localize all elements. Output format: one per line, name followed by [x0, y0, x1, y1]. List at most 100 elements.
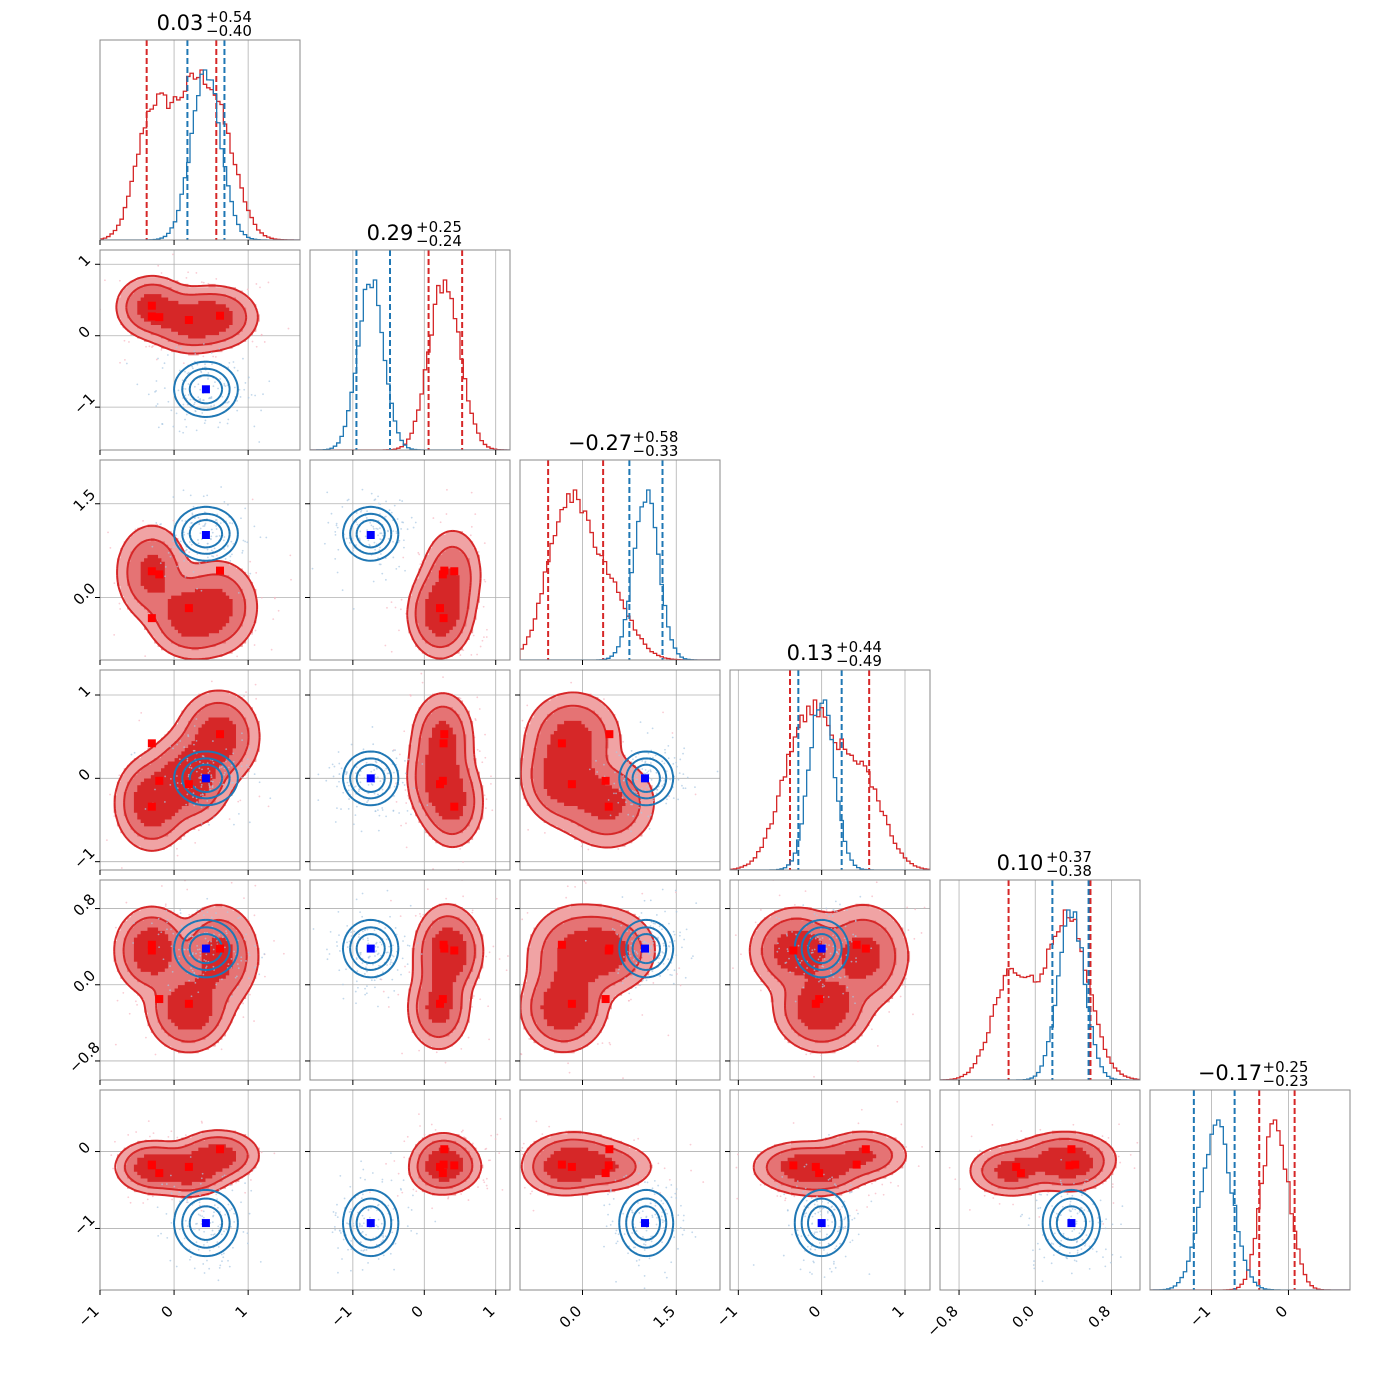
blue-sample-point — [206, 556, 209, 559]
blue-sample-point — [204, 937, 207, 940]
blue-sample-point — [854, 935, 857, 937]
blue-sample-point — [679, 758, 682, 761]
red-marker — [605, 730, 614, 739]
blue-sample-point — [841, 1205, 844, 1208]
blue-sample-point — [202, 973, 205, 976]
blue-sample-point — [419, 803, 421, 806]
blue-sample-point — [631, 1209, 633, 1212]
red-sample-point — [792, 1122, 795, 1124]
blue-contour — [355, 1205, 386, 1241]
blue-sample-point — [197, 1213, 200, 1216]
blue-sample-point — [810, 933, 813, 936]
blue-sample-point — [647, 815, 650, 818]
red-marker — [789, 946, 798, 955]
blue-sample-point — [228, 362, 231, 364]
blue-sample-point — [379, 978, 382, 981]
blue-sample-point — [666, 968, 669, 971]
blue-contour — [618, 1188, 675, 1258]
blue-sample-point — [814, 1231, 816, 1234]
red-sample-point — [471, 1005, 473, 1008]
blue-sample-point — [650, 1235, 652, 1238]
blue-sample-point — [1075, 1260, 1078, 1263]
blue-sample-point — [390, 959, 392, 961]
blue-sample-point — [379, 527, 381, 530]
blue-sample-point — [367, 539, 370, 542]
blue-sample-point — [603, 1204, 606, 1207]
red-sample-point — [405, 822, 407, 825]
blue-sample-point — [855, 960, 857, 963]
blue-sample-point — [813, 948, 816, 951]
blue-sample-point — [207, 940, 210, 943]
red-sample-point — [409, 694, 412, 697]
panel-frame — [939, 1089, 1141, 1291]
blue-sample-point — [206, 911, 209, 913]
blue-sample-point — [392, 540, 394, 543]
red-sample-point — [904, 985, 907, 988]
blue-sample-point — [377, 495, 379, 498]
red-sample-point — [676, 973, 678, 975]
blue-sample-point — [661, 928, 663, 931]
blue-sample-point — [164, 565, 167, 568]
blue-sample-point — [1099, 1199, 1102, 1202]
blue-sample-point — [833, 1260, 835, 1263]
blue-sample-point — [1088, 1267, 1091, 1270]
blue-contour — [800, 1197, 843, 1249]
blue-sample-point — [183, 1237, 186, 1240]
blue-sample-point — [155, 405, 158, 407]
red-contour — [115, 274, 259, 355]
red-sample-point — [469, 534, 472, 537]
blue-marker — [366, 531, 375, 539]
red-sample-point — [459, 847, 462, 850]
blue-sample-point — [834, 1266, 837, 1269]
blue-sample-point — [259, 1260, 262, 1263]
red-sample-point — [759, 1183, 762, 1186]
blue-sample-point — [850, 940, 853, 943]
red-sample-point — [820, 1054, 823, 1057]
blue-sample-point — [247, 951, 250, 954]
red-sample-point — [422, 913, 425, 916]
blue-sample-point — [408, 944, 411, 947]
blue-sample-point — [777, 942, 779, 945]
blue-sample-point — [155, 380, 158, 382]
blue-sample-point — [358, 933, 360, 936]
blue-sample-point — [207, 372, 210, 374]
blue-marker — [366, 774, 375, 783]
blue-sample-point — [336, 1216, 339, 1218]
red-sample-point — [805, 1053, 808, 1056]
y-tick-label: −0.8 — [65, 1038, 103, 1076]
blue-sample-point — [1021, 1213, 1023, 1216]
red-contour — [414, 545, 472, 649]
blue-sample-point — [366, 963, 368, 966]
blue-sample-point — [383, 769, 386, 772]
blue-sample-point — [638, 1259, 641, 1261]
blue-sample-point — [236, 409, 239, 412]
red-sample-point — [881, 1183, 884, 1186]
blue-histogram — [1150, 1119, 1350, 1290]
red-marker — [557, 1160, 566, 1169]
blue-sample-point — [831, 1176, 834, 1179]
red-sample-point — [157, 264, 160, 267]
blue-sample-point — [241, 732, 243, 735]
red-marker — [450, 1161, 459, 1170]
histogram-panel-1: 0.29 +0.25−0.24 — [309, 218, 511, 455]
blue-sample-point — [775, 916, 778, 919]
red-sample-point — [406, 1135, 409, 1138]
blue-sample-point — [379, 780, 382, 783]
red-sample-point — [735, 1166, 738, 1169]
blue-sample-point — [820, 1213, 823, 1216]
red-sample-point — [492, 945, 495, 948]
blue-sample-point — [1076, 1252, 1079, 1254]
blue-sample-point — [827, 1242, 830, 1245]
red-sample-point — [172, 253, 174, 256]
blue-sample-point — [632, 919, 635, 922]
blue-sample-point — [386, 951, 389, 954]
red-sample-point — [457, 663, 459, 665]
red-sample-point — [470, 654, 473, 656]
x-tick-label: 0 — [1272, 1302, 1291, 1321]
panel-frame — [309, 1089, 511, 1291]
blue-sample-point — [804, 1187, 807, 1190]
red-sample-point — [920, 932, 923, 934]
blue-sample-point — [157, 917, 160, 920]
blue-sample-point — [1086, 1179, 1089, 1181]
blue-sample-point — [208, 786, 211, 788]
